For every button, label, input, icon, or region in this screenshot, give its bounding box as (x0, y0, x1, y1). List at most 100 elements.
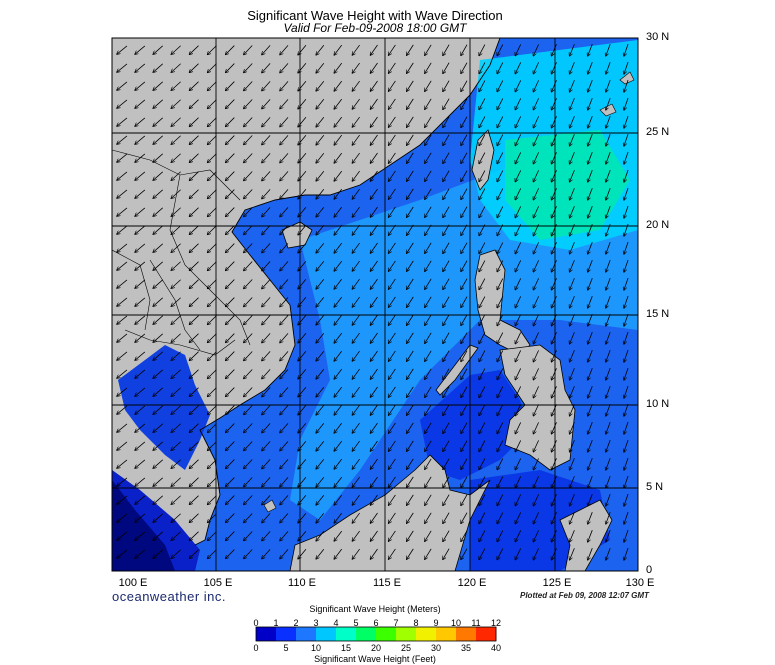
wave-arrow (389, 422, 396, 433)
feet-tick: 30 (430, 643, 442, 653)
wave-arrow (389, 62, 396, 73)
wave-arrow (588, 152, 593, 164)
wave-arrow (244, 459, 253, 468)
wave-arrow (316, 260, 325, 271)
wave-arrow (352, 314, 360, 325)
wave-arrow (497, 296, 504, 308)
wave-arrow (316, 476, 325, 487)
wave-arrow (461, 494, 468, 506)
colorbar-swatch (436, 627, 457, 641)
wave-arrow (588, 314, 593, 326)
wave-arrow (588, 494, 593, 506)
lon-label: 120 E (457, 577, 487, 589)
wave-arrow (624, 295, 629, 308)
wave-arrow (117, 387, 128, 396)
wave-arrow (570, 476, 575, 487)
colorbar-swatch (276, 627, 297, 641)
wave-arrow (352, 296, 360, 307)
colorbar-swatch (316, 627, 337, 641)
wave-arrow (208, 99, 217, 109)
wave-arrow (479, 530, 486, 542)
feet-tick: 25 (400, 643, 412, 653)
wave-arrow (208, 225, 217, 235)
wave-arrow (153, 405, 164, 414)
wave-arrow (425, 512, 432, 523)
wave-arrow (389, 386, 396, 397)
wave-arrow (153, 369, 164, 378)
colorbar-swatch (356, 627, 377, 641)
feet-tick: 20 (370, 643, 382, 653)
wave-arrow (153, 99, 164, 108)
wave-arrow (262, 297, 271, 306)
wave-arrow (244, 279, 253, 288)
wave-arrow (570, 188, 575, 199)
wave-arrow (189, 333, 199, 343)
wave-arrow (117, 81, 128, 90)
wave-arrow (570, 44, 575, 55)
wave-arrow (588, 170, 593, 182)
wave-arrow (316, 530, 325, 541)
wave-arrow (570, 98, 575, 109)
wave-arrow (588, 404, 593, 416)
wave-arrow (407, 458, 414, 469)
wave-arrow (135, 441, 146, 450)
wave-arrow (425, 98, 432, 109)
wave-arrow (135, 171, 146, 180)
wave-arrow (298, 495, 307, 504)
wave-arrow (244, 495, 253, 504)
wave-arrow (552, 476, 557, 487)
wave-arrow (153, 243, 164, 252)
wave-arrow (298, 153, 307, 162)
wave-arrow (208, 63, 217, 73)
wave-arrow (280, 261, 289, 270)
wave-arrow (461, 296, 468, 308)
wave-arrow (552, 530, 557, 541)
wave-arrow (461, 206, 468, 218)
wave-arrow (515, 62, 522, 73)
wave-arrow (298, 63, 307, 72)
wave-arrow (552, 314, 557, 325)
wave-arrow (334, 116, 343, 127)
wave-arrow (389, 170, 396, 181)
wave-arrow (515, 530, 522, 541)
wave-arrow (208, 117, 217, 127)
wave-arrow (153, 261, 164, 270)
wave-arrow (316, 512, 325, 523)
wave-arrow (461, 404, 468, 416)
wave-arrow (135, 297, 146, 306)
wave-arrow (606, 331, 611, 344)
wave-arrow (606, 61, 611, 74)
wave-arrow (171, 351, 181, 360)
wave-arrow (515, 386, 522, 397)
wave-arrow (533, 116, 539, 127)
wave-arrow (425, 350, 432, 361)
islet-3 (263, 499, 277, 513)
wave-arrow (407, 242, 414, 253)
colorbar-swatch (396, 627, 417, 641)
wave-arrow (262, 225, 271, 234)
wave-arrow (352, 512, 360, 523)
wave-arrow (570, 206, 575, 217)
wave-arrow (135, 45, 146, 54)
wave-arrow (588, 296, 593, 308)
wave-arrow (407, 530, 414, 541)
wave-arrow (533, 278, 539, 289)
wave-arrow (189, 351, 199, 361)
wave-arrow (189, 315, 199, 325)
wave-arrow (316, 314, 325, 325)
wave-arrow (135, 81, 146, 90)
feet-tick: 5 (283, 643, 289, 653)
wave-arrow (352, 98, 360, 109)
wave-arrow (461, 476, 468, 488)
wave-arrow (552, 494, 557, 505)
wave-arrow (588, 98, 593, 110)
wave-arrow (117, 315, 128, 324)
wave-arrow (497, 278, 504, 290)
wave-arrow (262, 369, 271, 378)
wave-arrow (515, 404, 522, 415)
lon-label: 125 E (542, 577, 572, 589)
wave-arrow (407, 260, 414, 271)
wave-arrow (552, 440, 557, 451)
wave-arrow (570, 458, 575, 469)
wave-arrow (189, 99, 199, 109)
